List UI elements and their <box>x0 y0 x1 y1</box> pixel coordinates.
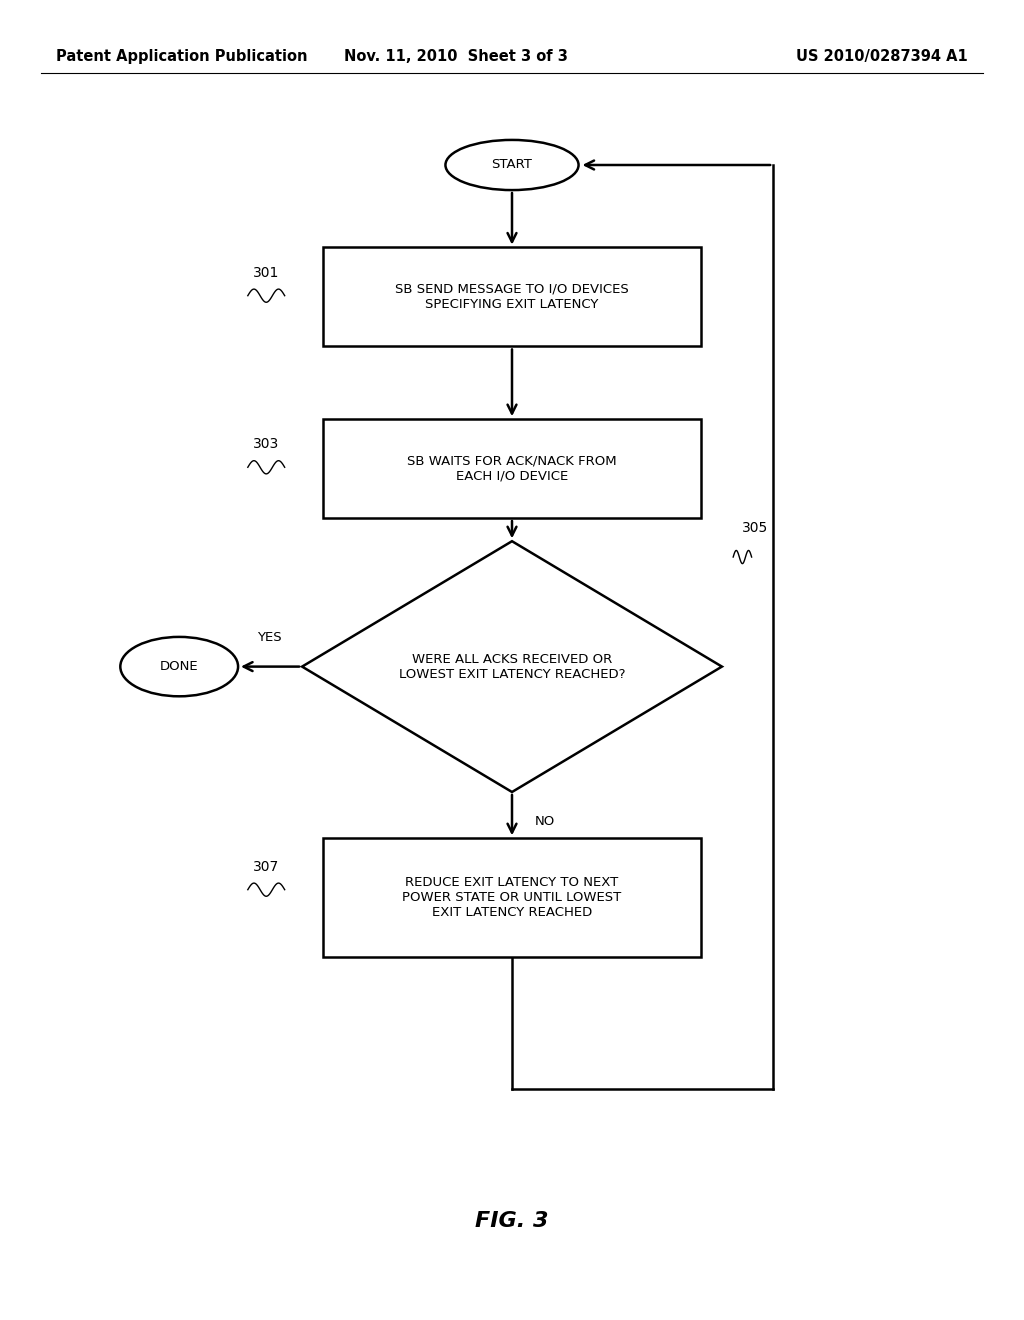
Text: WERE ALL ACKS RECEIVED OR
LOWEST EXIT LATENCY REACHED?: WERE ALL ACKS RECEIVED OR LOWEST EXIT LA… <box>398 652 626 681</box>
Text: 305: 305 <box>742 520 769 535</box>
Ellipse shape <box>445 140 579 190</box>
Ellipse shape <box>121 636 238 697</box>
Text: YES: YES <box>257 631 282 644</box>
Bar <box>323 248 701 346</box>
Text: 301: 301 <box>253 265 280 280</box>
Polygon shape <box>302 541 722 792</box>
Text: Patent Application Publication: Patent Application Publication <box>56 49 308 65</box>
Text: US 2010/0287394 A1: US 2010/0287394 A1 <box>796 49 968 65</box>
Text: START: START <box>492 158 532 172</box>
Text: DONE: DONE <box>160 660 199 673</box>
Text: FIG. 3: FIG. 3 <box>475 1210 549 1232</box>
Text: 307: 307 <box>253 859 280 874</box>
Bar <box>323 418 701 517</box>
Text: SB WAITS FOR ACK/NACK FROM
EACH I/O DEVICE: SB WAITS FOR ACK/NACK FROM EACH I/O DEVI… <box>408 454 616 483</box>
Text: SB SEND MESSAGE TO I/O DEVICES
SPECIFYING EXIT LATENCY: SB SEND MESSAGE TO I/O DEVICES SPECIFYIN… <box>395 282 629 312</box>
Text: NO: NO <box>535 814 555 828</box>
Text: Nov. 11, 2010  Sheet 3 of 3: Nov. 11, 2010 Sheet 3 of 3 <box>344 49 567 65</box>
Bar <box>323 838 701 957</box>
Text: 303: 303 <box>253 437 280 451</box>
Text: REDUCE EXIT LATENCY TO NEXT
POWER STATE OR UNTIL LOWEST
EXIT LATENCY REACHED: REDUCE EXIT LATENCY TO NEXT POWER STATE … <box>402 876 622 919</box>
